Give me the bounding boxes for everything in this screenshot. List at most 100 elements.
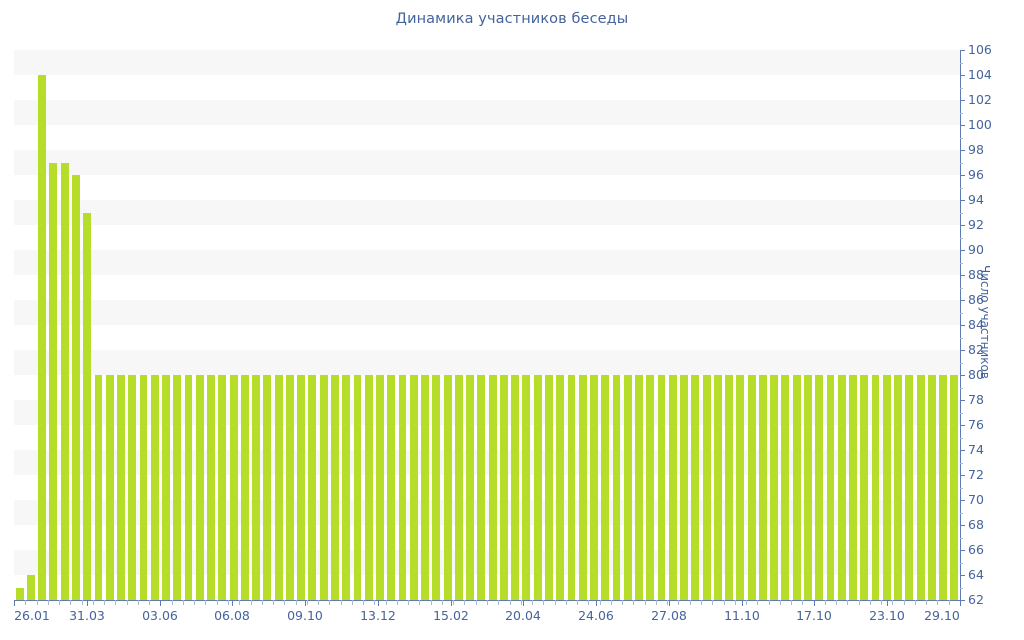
bar (533, 375, 542, 600)
y-axis-tick (960, 175, 965, 176)
x-axis-minor-tick (48, 600, 49, 605)
x-axis-minor-tick (847, 600, 848, 605)
x-axis-minor-tick (881, 600, 882, 605)
x-axis-tick (87, 600, 88, 606)
x-axis-minor-tick (205, 600, 206, 605)
y-axis-tick-label: 104 (968, 67, 992, 82)
x-axis-tick-label: 06.08 (214, 608, 250, 623)
x-axis-tick (742, 600, 743, 606)
x-axis-tick (960, 600, 961, 606)
x-axis-minor-tick (453, 600, 454, 605)
y-axis-minor-tick (960, 538, 963, 539)
y-axis-title: Число участников (978, 265, 992, 379)
bar (207, 375, 216, 600)
y-axis-minor-tick (960, 313, 963, 314)
bar (601, 375, 610, 600)
bar (556, 375, 565, 600)
bar (736, 375, 745, 600)
bar (376, 375, 384, 600)
plot-area (14, 50, 960, 600)
bar (578, 375, 587, 600)
bar (646, 375, 655, 600)
x-axis-minor-tick (104, 600, 105, 605)
y-axis-minor-tick (960, 288, 963, 289)
x-axis-tick-label: 20.04 (505, 608, 541, 623)
bar (26, 575, 35, 600)
bar (612, 375, 621, 600)
x-axis-tick-label: 03.06 (142, 608, 178, 623)
bar (511, 375, 520, 600)
bar (94, 375, 103, 600)
x-axis-tick (232, 600, 233, 606)
x-axis-minor-tick (476, 600, 477, 605)
x-axis-tick (814, 600, 815, 606)
x-axis-tick (669, 600, 670, 606)
x-axis-minor-tick (329, 600, 330, 605)
bars-layer (14, 50, 960, 600)
y-axis-tick-label: 78 (968, 392, 984, 407)
y-axis-minor-tick (960, 113, 963, 114)
x-axis-minor-tick (431, 600, 432, 605)
bar (544, 375, 553, 600)
x-axis-minor-tick (633, 600, 634, 605)
bar (319, 375, 328, 600)
bar (635, 375, 643, 600)
x-axis-minor-tick (780, 600, 781, 605)
y-axis-tick (960, 275, 965, 276)
y-axis-tick-label: 74 (968, 442, 984, 457)
bar (409, 375, 418, 600)
y-axis-tick-label: 94 (968, 192, 984, 207)
x-axis-minor-tick (59, 600, 60, 605)
horizontal-grid-bands (14, 50, 960, 600)
bar (38, 75, 47, 600)
x-axis-minor-tick (442, 600, 443, 605)
x-axis-tick-label: 26.01 (14, 608, 50, 623)
y-axis-tick (960, 425, 965, 426)
bar (105, 375, 114, 600)
y-axis-minor-tick (960, 388, 963, 389)
y-axis-tick-label: 76 (968, 417, 984, 432)
x-axis-minor-tick (127, 600, 128, 605)
y-axis-minor-tick (960, 188, 963, 189)
x-axis-minor-tick (115, 600, 116, 605)
y-axis-minor-tick (960, 338, 963, 339)
x-axis-tick-label: 23.10 (869, 608, 905, 623)
y-axis-tick-label: 98 (968, 142, 984, 157)
bar (781, 375, 790, 600)
x-axis-minor-tick (667, 600, 668, 605)
x-axis-minor-tick (149, 600, 150, 605)
bar (364, 375, 373, 600)
bar (443, 375, 452, 600)
x-axis-minor-tick (487, 600, 488, 605)
bar (702, 375, 711, 600)
x-axis-tick-label: 17.10 (796, 608, 832, 623)
bar (139, 375, 148, 600)
x-axis-minor-tick (543, 600, 544, 605)
bar (849, 375, 857, 600)
x-axis-minor-tick (363, 600, 364, 605)
x-axis-minor-tick (352, 600, 353, 605)
bar (252, 375, 261, 600)
bar (939, 375, 948, 600)
x-axis-minor-tick (217, 600, 218, 605)
bar (184, 375, 193, 600)
bar (488, 375, 497, 600)
bar (837, 375, 846, 600)
bar (567, 375, 576, 600)
y-axis-tick (960, 375, 965, 376)
x-axis-minor-tick (318, 600, 319, 605)
y-axis-tick-label: 62 (968, 592, 984, 607)
bar (60, 162, 69, 600)
bar (916, 375, 925, 600)
bar (758, 375, 767, 600)
x-axis-minor-tick (374, 600, 375, 605)
bar (218, 375, 227, 600)
x-axis-minor-tick (588, 600, 589, 605)
bar (860, 375, 869, 600)
bar (285, 375, 294, 600)
bar (725, 375, 734, 600)
y-axis-tick-label: 92 (968, 217, 984, 232)
x-axis-minor-tick (611, 600, 612, 605)
y-axis-minor-tick (960, 488, 963, 489)
y-axis-minor-tick (960, 588, 963, 589)
